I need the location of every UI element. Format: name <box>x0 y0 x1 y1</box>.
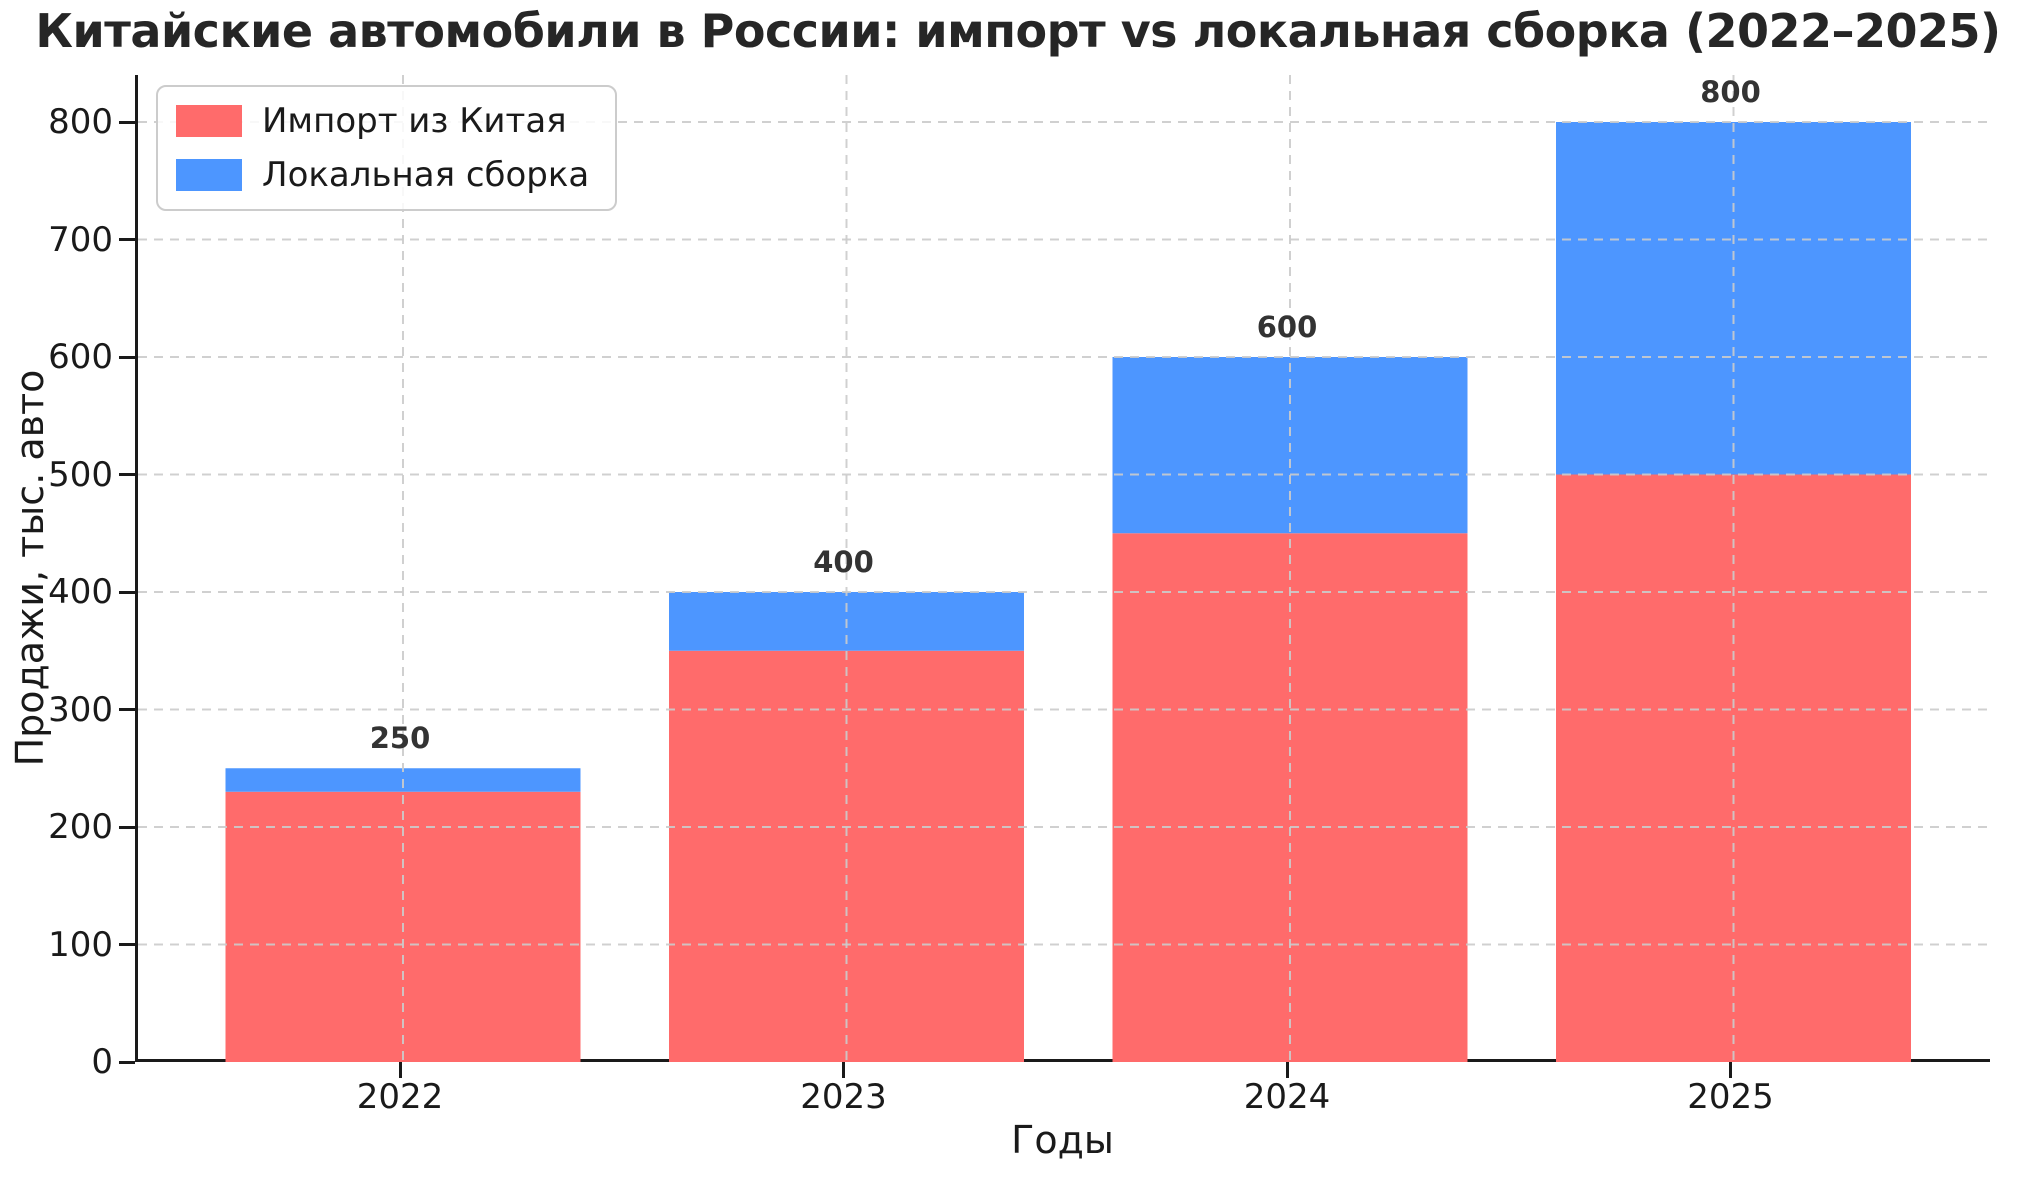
x-tick-label: 2022 <box>356 1077 444 1117</box>
y-tick-mark <box>119 120 135 124</box>
y-tick-label: 100 <box>48 924 113 965</box>
x-tick-mark <box>1285 1062 1289 1078</box>
y-tick-label: 800 <box>48 102 113 142</box>
y-tick-label: 600 <box>48 337 113 377</box>
x-tick-label: 2023 <box>800 1077 887 1117</box>
y-tick-mark <box>119 825 135 829</box>
legend-label-import: Импорт из Китая <box>262 101 567 141</box>
legend-item-local: Локальная сборка <box>176 155 589 195</box>
legend-item-import: Импорт из Китая <box>176 101 589 141</box>
bar-total-label: 800 <box>1700 75 1761 109</box>
x-tick-label: 2024 <box>1243 1077 1331 1117</box>
y-tick-mark <box>119 708 135 711</box>
chart-title: Китайские автомобили в России: импорт vs… <box>35 4 2001 58</box>
x-tick-mark <box>842 1062 845 1078</box>
y-tick-label: 500 <box>48 454 113 495</box>
x-tick-mark <box>398 1062 402 1078</box>
y-tick-label: 700 <box>48 219 113 260</box>
x-axis-label: Годы <box>1011 1118 1114 1162</box>
y-tick-mark <box>119 943 135 946</box>
legend: Импорт из Китая Локальная сборка <box>156 85 618 211</box>
y-tick-mark <box>119 590 135 594</box>
legend-swatch-local-icon <box>176 159 242 191</box>
bar-segment-import-2023 <box>669 650 1024 1062</box>
y-tick-label: 300 <box>48 689 113 730</box>
y-tick-label: 400 <box>48 572 113 612</box>
bar-total-label: 400 <box>813 545 874 579</box>
y-tick-mark <box>119 1060 135 1064</box>
y-tick-mark <box>119 473 135 476</box>
y-tick-label: 0 <box>91 1042 113 1082</box>
legend-label-local: Локальная сборка <box>262 155 590 195</box>
bars-and-grid-svg <box>138 75 1993 1062</box>
y-tick-mark <box>119 355 135 359</box>
plot-area: Импорт из Китая Локальная сборка <box>135 75 1993 1062</box>
x-tick-mark <box>1729 1062 1732 1078</box>
bar-total-label: 600 <box>1256 310 1318 344</box>
x-tick-label: 2025 <box>1687 1077 1774 1117</box>
legend-swatch-import-icon <box>176 105 242 137</box>
bar-total-label: 250 <box>369 721 431 756</box>
y-tick-label: 200 <box>48 807 113 847</box>
y-tick-mark <box>119 238 135 241</box>
